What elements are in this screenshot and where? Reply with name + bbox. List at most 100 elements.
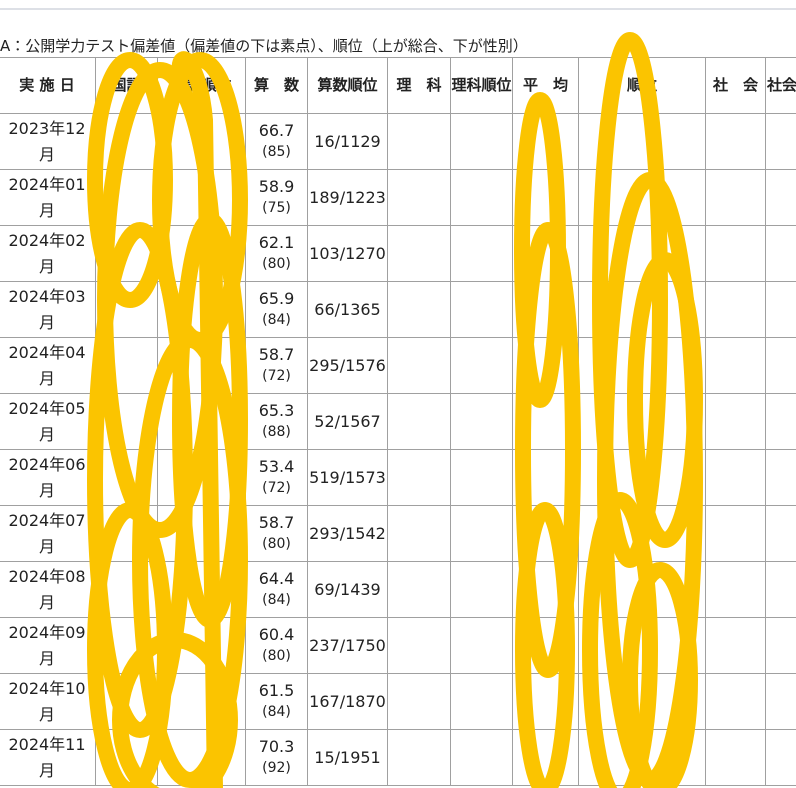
table-row: 2024年11月 70.3 (92) 15/1951	[0, 729, 796, 786]
table-row: 2024年04月 58.7 (72) 295/1576	[0, 337, 796, 394]
math-rank-cell: 66/1365	[307, 281, 388, 338]
science-rank-cell	[450, 617, 513, 674]
social-rank-cell	[765, 561, 796, 618]
table-row: 2024年02月 62.1 (80) 103/1270	[0, 225, 796, 282]
science-cell	[387, 673, 451, 730]
japanese-cell	[95, 393, 158, 450]
social-rank-cell	[765, 393, 796, 450]
social-rank-cell	[765, 673, 796, 730]
japanese-cell	[95, 449, 158, 506]
column-header: 理 科	[387, 57, 451, 114]
date-cell: 2024年01月	[0, 169, 96, 226]
math-deviation: 53.4	[258, 456, 295, 476]
social-cell	[705, 505, 766, 562]
date-cell: 2024年08月	[0, 561, 96, 618]
math-rank-cell: 52/1567	[307, 393, 388, 450]
column-header: 社会順位	[765, 57, 796, 114]
average-cell	[512, 393, 579, 450]
math-score: (85)	[262, 144, 291, 161]
social-cell	[705, 449, 766, 506]
social-cell	[705, 169, 766, 226]
math-deviation: 58.9	[258, 176, 295, 196]
science-rank-cell	[450, 169, 513, 226]
japanese-rank-cell	[157, 393, 246, 450]
date-cell: 2024年11月	[0, 729, 96, 786]
math-rank-cell: 103/1270	[307, 225, 388, 282]
japanese-rank-cell	[157, 337, 246, 394]
math-score: (92)	[262, 760, 291, 777]
social-rank-cell	[765, 729, 796, 786]
japanese-rank-cell	[157, 225, 246, 282]
math-deviation: 58.7	[258, 512, 295, 532]
rank-cell	[578, 281, 706, 338]
average-cell	[512, 729, 579, 786]
date-cell: 2024年05月	[0, 393, 96, 450]
table-row: 2024年01月 58.9 (75) 189/1223	[0, 169, 796, 226]
science-rank-cell	[450, 113, 513, 170]
math-rank-cell: 519/1573	[307, 449, 388, 506]
table-row: 2023年12月 66.7 (85) 16/1129	[0, 113, 796, 170]
math-cell: 58.7 (80)	[245, 505, 308, 562]
rank-cell	[578, 561, 706, 618]
table-row: 2024年08月 64.4 (84) 69/1439	[0, 561, 796, 618]
math-deviation: 60.4	[258, 624, 295, 644]
math-rank-cell: 189/1223	[307, 169, 388, 226]
math-cell: 62.1 (80)	[245, 225, 308, 282]
math-cell: 61.5 (84)	[245, 673, 308, 730]
japanese-cell	[95, 337, 158, 394]
math-deviation: 66.7	[258, 120, 295, 140]
math-rank-cell: 295/1576	[307, 337, 388, 394]
column-header: 国語順位	[157, 57, 246, 114]
table-row: 2024年10月 61.5 (84) 167/1870	[0, 673, 796, 730]
japanese-cell	[95, 673, 158, 730]
social-rank-cell	[765, 337, 796, 394]
japanese-rank-cell	[157, 505, 246, 562]
average-cell	[512, 113, 579, 170]
math-score: (84)	[262, 592, 291, 609]
math-rank-cell: 16/1129	[307, 113, 388, 170]
japanese-cell	[95, 113, 158, 170]
table-row: 2024年09月 60.4 (80) 237/1750	[0, 617, 796, 674]
column-header: 算 数	[245, 57, 308, 114]
rank-cell	[578, 617, 706, 674]
math-cell: 65.3 (88)	[245, 393, 308, 450]
japanese-rank-cell	[157, 449, 246, 506]
date-cell: 2024年09月	[0, 617, 96, 674]
science-cell	[387, 225, 451, 282]
japanese-rank-cell	[157, 113, 246, 170]
science-rank-cell	[450, 729, 513, 786]
science-rank-cell	[450, 225, 513, 282]
math-rank-cell: 293/1542	[307, 505, 388, 562]
rank-cell	[578, 505, 706, 562]
column-header: 実 施 日	[0, 57, 96, 114]
math-score: (84)	[262, 704, 291, 721]
math-deviation: 61.5	[258, 680, 295, 700]
column-header: 順位	[578, 57, 706, 114]
science-cell	[387, 729, 451, 786]
math-score: (80)	[262, 256, 291, 273]
social-cell	[705, 729, 766, 786]
math-rank-cell: 15/1951	[307, 729, 388, 786]
math-score: (80)	[262, 536, 291, 553]
science-cell	[387, 393, 451, 450]
math-deviation: 70.3	[258, 736, 295, 756]
average-cell	[512, 505, 579, 562]
japanese-rank-cell	[157, 617, 246, 674]
table-row: 2024年03月 65.9 (84) 66/1365	[0, 281, 796, 338]
math-cell: 65.9 (84)	[245, 281, 308, 338]
science-rank-cell	[450, 393, 513, 450]
math-rank-cell: 237/1750	[307, 617, 388, 674]
date-cell: 2024年10月	[0, 673, 96, 730]
math-score: (72)	[262, 480, 291, 497]
science-rank-cell	[450, 337, 513, 394]
column-header: 理科順位	[450, 57, 513, 114]
social-rank-cell	[765, 225, 796, 282]
rank-cell	[578, 169, 706, 226]
social-cell	[705, 673, 766, 730]
social-rank-cell	[765, 617, 796, 674]
science-cell	[387, 169, 451, 226]
rank-cell	[578, 393, 706, 450]
social-rank-cell	[765, 449, 796, 506]
math-cell: 53.4 (72)	[245, 449, 308, 506]
